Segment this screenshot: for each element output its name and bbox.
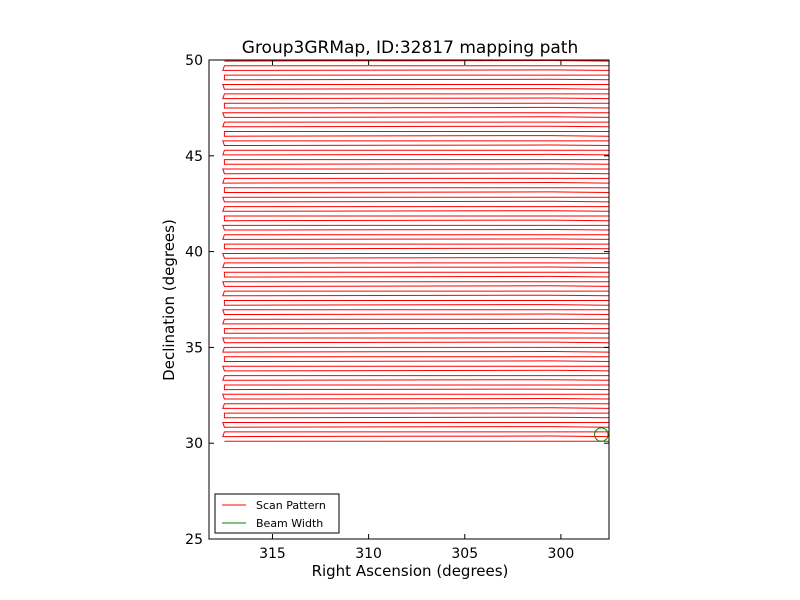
x-tick-label-315: 315: [259, 546, 286, 562]
y-tick-label-25: 25: [185, 532, 203, 548]
x-axis-ticks: 315 310 305 300: [259, 60, 574, 562]
y-tick-label-35: 35: [185, 340, 203, 356]
y-axis-ticks: 25 30 35 40 45 50: [185, 53, 609, 548]
x-axis-label: Right Ascension (degrees): [312, 562, 509, 580]
y-tick-label-50: 50: [185, 53, 203, 69]
chart-title: Group3GRMap, ID:32817 mapping path: [242, 38, 578, 58]
plot-frame: [208, 59, 610, 540]
legend-label-scan-pattern: Scan Pattern: [256, 499, 326, 512]
scan-pattern-path: [222, 59, 610, 442]
y-tick-label-40: 40: [185, 245, 203, 261]
x-tick-label-305: 305: [451, 546, 478, 562]
y-axis-label: Declination (degrees): [160, 219, 178, 381]
beam-width-circle: [594, 427, 609, 442]
beam-width-series: [594, 427, 609, 442]
x-tick-label-310: 310: [355, 546, 382, 562]
legend-box: [214, 493, 340, 534]
legend-label-beam-width: Beam Width: [256, 517, 323, 530]
y-tick-label-45: 45: [185, 149, 203, 165]
scan-pattern-series: [222, 59, 610, 442]
legend: Scan Pattern Beam Width: [214, 493, 340, 534]
y-tick-label-30: 30: [185, 436, 203, 452]
x-tick-label-300: 300: [548, 546, 575, 562]
